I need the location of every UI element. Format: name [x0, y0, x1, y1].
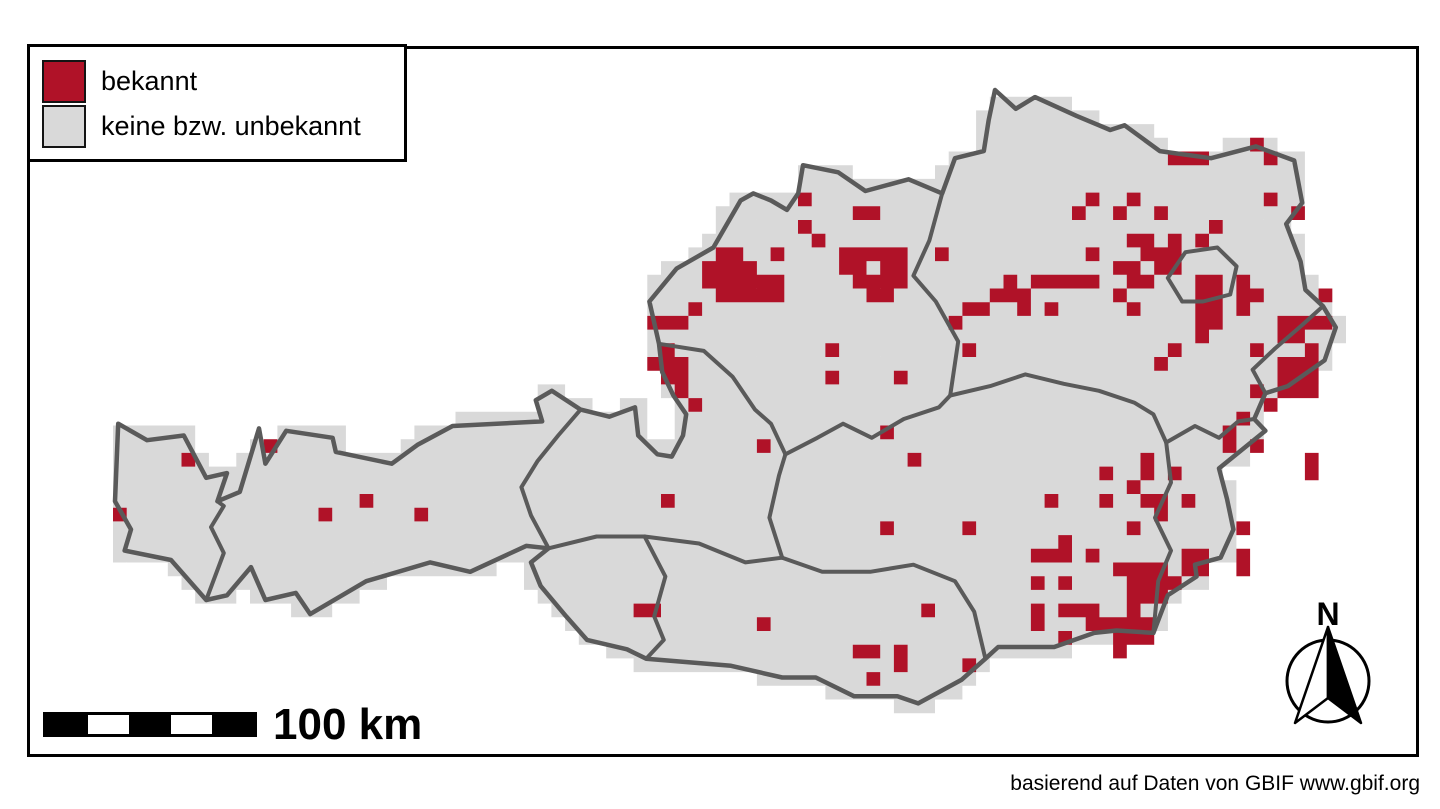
state-border: [1151, 440, 1173, 635]
attribution-text: basierend auf Daten von GBIF www.gbif.or…: [1010, 772, 1420, 795]
state-border: [948, 372, 1169, 445]
legend-item-unbekannt: keine bzw. unbekannt: [42, 104, 404, 149]
legend-swatch-bekannt: [42, 60, 86, 103]
scale-bar-segment: [46, 715, 88, 734]
known-occurrence-cells: [113, 137, 1333, 686]
state-border: [519, 407, 583, 551]
legend: bekannt keine bzw. unbekannt: [27, 44, 407, 162]
scale-bar-segment: [212, 715, 254, 734]
state-border: [767, 452, 788, 560]
scale-bar-segments: [43, 712, 257, 737]
legend-swatch-unbekannt: [42, 105, 86, 148]
legend-label-unbekannt: keine bzw. unbekannt: [101, 111, 361, 141]
scale-bar-segment: [87, 715, 130, 734]
state-border: [657, 341, 788, 457]
north-arrow-label: N: [1316, 596, 1339, 632]
land-grid-cells: [113, 96, 1346, 714]
legend-label-bekannt: bekannt: [101, 66, 198, 96]
north-arrow-east-blade: [1326, 625, 1363, 725]
scale-bar: 100 km: [43, 700, 423, 749]
country-outline: [112, 87, 1339, 706]
state-border: [204, 499, 226, 602]
state-border: [783, 393, 953, 457]
state-border: [1165, 245, 1239, 304]
north-arrow: N: [1285, 596, 1371, 725]
state-border: [642, 534, 668, 661]
legend-item-bekannt: bekannt: [42, 59, 404, 104]
state-border: [911, 191, 961, 398]
state-border: [780, 555, 988, 661]
state-border: [1164, 417, 1257, 445]
state-border: [1250, 304, 1325, 396]
scale-bar-label: 100 km: [273, 700, 423, 749]
scale-bar-segment: [129, 715, 171, 734]
north-arrow-west-blade: [1293, 625, 1330, 725]
scale-bar-segment: [170, 715, 213, 734]
state-border: [546, 534, 785, 565]
